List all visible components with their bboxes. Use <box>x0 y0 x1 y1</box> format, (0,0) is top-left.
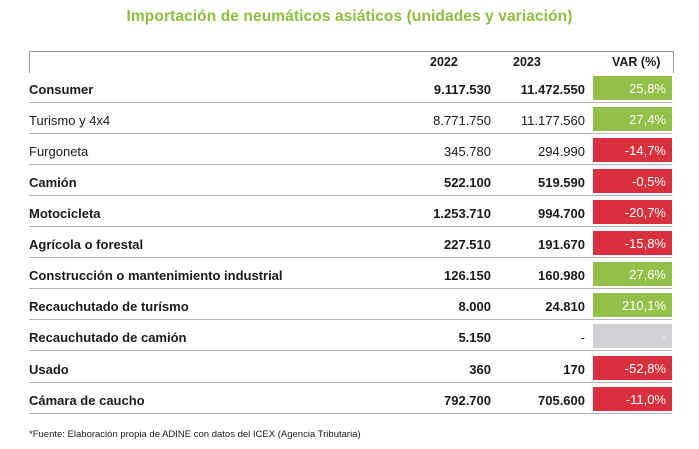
source-footnote: *Fuente: Elaboración propia de ADINE con… <box>29 429 361 440</box>
row-divider <box>29 164 672 165</box>
row-value-2023: - <box>580 330 585 345</box>
row-label: Agrícola o forestal <box>29 237 144 252</box>
row-value-2022: 1.253.710 <box>433 206 491 221</box>
row-value-2022: 5.150 <box>458 330 491 345</box>
row-value-2022: 360 <box>469 362 491 377</box>
row-label: Consumer <box>29 82 94 97</box>
row-value-2023: 191.670 <box>538 237 585 252</box>
row-value-2022: 126.150 <box>444 268 491 283</box>
row-value-2022: 8.771.750 <box>433 113 491 128</box>
table-row-construccion: Construcción o mantenimiento industrial … <box>29 258 672 289</box>
row-value-2022: 8.000 <box>458 299 491 314</box>
row-variation-badge: - <box>593 324 672 348</box>
row-variation-badge: 27,6% <box>593 262 672 286</box>
column-header-var: VAR (%) <box>612 55 661 69</box>
column-header-2022: 2022 <box>430 55 458 69</box>
row-value-2023: 705.600 <box>538 393 585 408</box>
header-frame <box>29 51 674 73</box>
table-row-agricola: Agrícola o forestal 227.510 191.670 -15,… <box>29 227 672 258</box>
row-divider <box>29 319 672 320</box>
row-value-2022: 522.100 <box>444 175 491 190</box>
table-row-camara: Cámara de caucho 792.700 705.600 -11,0% <box>29 383 672 414</box>
row-divider <box>29 257 672 258</box>
table-row-usado: Usado 360 170 -52,8% <box>29 352 672 383</box>
row-value-2023: 11.472.550 <box>520 82 585 97</box>
row-label: Usado <box>29 362 69 377</box>
row-label: Cámara de caucho <box>29 393 145 408</box>
row-label: Recauchutado de camión <box>29 330 187 345</box>
row-divider <box>29 350 672 351</box>
row-value-2023: 160.980 <box>538 268 585 283</box>
row-variation-badge: -11,0% <box>593 387 672 411</box>
table-row-camion: Camión 522.100 519.590 -0,5% <box>29 165 672 196</box>
row-value-2023: 24.810 <box>545 299 585 314</box>
row-label: Camión <box>29 175 77 190</box>
row-divider <box>29 226 672 227</box>
row-label: Motocicleta <box>29 206 101 221</box>
table-row-motocicleta: Motocicleta 1.253.710 994.700 -20,7% <box>29 196 672 227</box>
row-value-2023: 170 <box>563 362 585 377</box>
row-value-2023: 294.990 <box>538 144 585 159</box>
row-variation-badge: 27,4% <box>593 107 672 131</box>
row-value-2023: 994.700 <box>538 206 585 221</box>
row-divider <box>29 413 672 414</box>
row-divider <box>29 288 672 289</box>
table-row-furgoneta: Furgoneta 345.780 294.990 -14,7% <box>29 134 672 165</box>
table-row-turismo: Turismo y 4x4 8.771.750 11.177.560 27,4% <box>29 103 672 134</box>
row-label: Recauchutado de turísmo <box>29 299 189 314</box>
row-divider <box>29 195 672 196</box>
column-header-2023: 2023 <box>513 55 541 69</box>
row-value-2022: 792.700 <box>444 393 491 408</box>
row-label: Construcción o mantenimiento industrial <box>29 268 283 283</box>
row-divider <box>29 102 672 103</box>
table-row-consumer: Consumer 9.117.530 11.472.550 25,8% <box>29 72 672 103</box>
row-variation-badge: 210,1% <box>593 293 672 317</box>
table-title: Importación de neumáticos asiáticos (uni… <box>126 8 573 25</box>
table-row-recauchutado-camion: Recauchutado de camión 5.150 - - <box>29 320 672 351</box>
row-value-2022: 345.780 <box>444 144 491 159</box>
row-variation-badge: -14,7% <box>593 138 672 162</box>
row-divider <box>29 133 672 134</box>
row-label: Turismo y 4x4 <box>29 113 111 128</box>
row-variation-badge: -20,7% <box>593 200 672 224</box>
row-variation-badge: 25,8% <box>593 76 672 100</box>
row-divider <box>29 382 672 383</box>
row-value-2022: 9.117.530 <box>433 82 491 97</box>
row-variation-badge: -52,8% <box>593 356 672 380</box>
row-value-2023: 11.177.560 <box>520 113 585 128</box>
row-value-2023: 519.590 <box>538 175 585 190</box>
row-value-2022: 227.510 <box>444 237 491 252</box>
row-variation-badge: -0,5% <box>593 169 672 193</box>
row-label: Furgoneta <box>29 144 89 159</box>
table-row-recauchutado-turismo: Recauchutado de turísmo 8.000 24.810 210… <box>29 289 672 320</box>
row-variation-badge: -15,8% <box>593 231 672 255</box>
